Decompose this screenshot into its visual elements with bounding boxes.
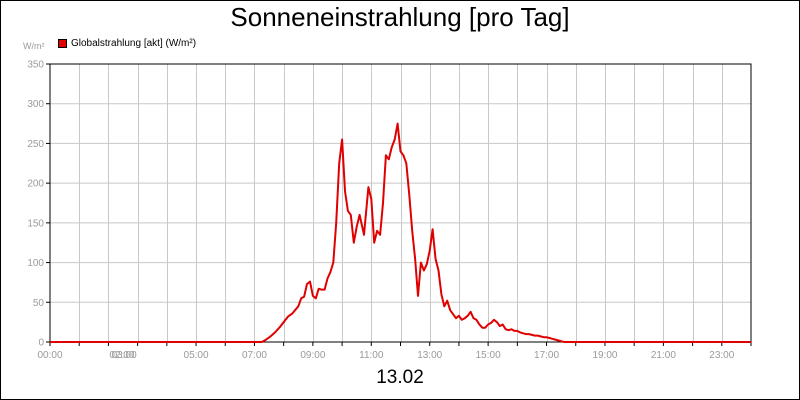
- y-tick-label: 250: [27, 139, 44, 150]
- series-layer: [50, 122, 751, 343]
- chart-title: Sonneneinstrahlung [pro Tag]: [230, 2, 570, 32]
- x-tick-label: 13:00: [417, 350, 442, 361]
- legend: Globalstrahlung [akt] (W/m²): [58, 38, 196, 49]
- x-axis-caption: 13.02: [376, 367, 424, 388]
- y-tick-label: 0: [38, 338, 44, 349]
- y-tick-label: 200: [27, 179, 44, 190]
- x-tick-label: 09:00: [300, 350, 325, 361]
- legend-swatch: [58, 39, 67, 48]
- x-tick-label: 03:00: [112, 350, 137, 361]
- y-tick-label: 300: [27, 99, 44, 110]
- axis-layer: [46, 63, 752, 346]
- y-tick-label: 350: [27, 60, 44, 71]
- x-tick-label: 17:00: [534, 350, 559, 361]
- legend-label: Globalstrahlung [akt] (W/m²): [71, 38, 197, 49]
- y-axis-unit-label: W/m²: [23, 41, 45, 51]
- y-tick-label: 50: [33, 298, 45, 309]
- x-tick-label: 02:00: [109, 350, 134, 361]
- y-tick-label: 100: [27, 258, 44, 269]
- series-line-globalstrahlung: [50, 122, 751, 343]
- x-tick-label: 00:00: [37, 350, 62, 361]
- x-tick-label: 07:00: [242, 350, 267, 361]
- x-tick-label: 15:00: [476, 350, 501, 361]
- plot-border: [49, 63, 752, 343]
- x-tick-label: 23:00: [709, 350, 734, 361]
- x-tick-label: 05:00: [184, 350, 209, 361]
- y-tick-label: 150: [27, 218, 44, 229]
- x-tick-label: 11:00: [359, 350, 384, 361]
- x-tick-label: 21:00: [651, 350, 676, 361]
- x-tick-label: 19:00: [592, 350, 617, 361]
- grid-layer: [50, 63, 751, 342]
